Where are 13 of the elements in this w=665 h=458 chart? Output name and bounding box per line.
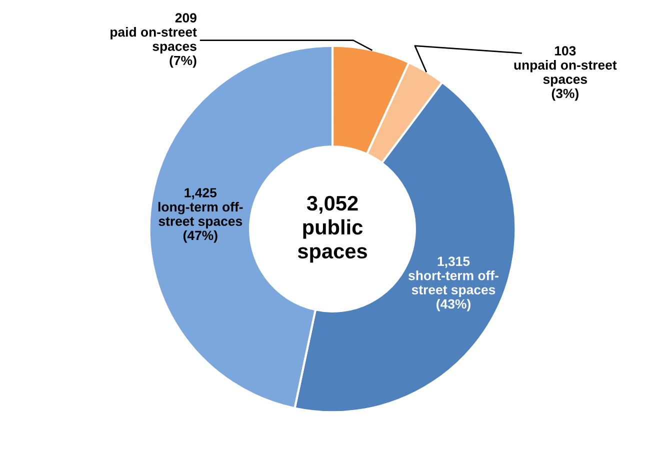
data-label: 1,425	[184, 188, 217, 200]
text: (7%)	[170, 55, 196, 68]
slice-label: short-term off-street spaces	[408, 270, 498, 298]
text: (3%)	[552, 88, 578, 101]
data-label: 1,315	[438, 256, 470, 268]
slice-label: long-term off-street spaces	[158, 202, 243, 228]
slice-label: unpaid on-street spaces	[514, 60, 617, 87]
text: (47%)	[183, 230, 218, 243]
slice-label: paid on-street spaces	[110, 27, 197, 54]
data-label: 209	[175, 13, 196, 23]
text: 3,052 public spaces	[298, 196, 367, 263]
data-label: 103	[554, 46, 576, 56]
text: (43%)	[436, 298, 470, 312]
